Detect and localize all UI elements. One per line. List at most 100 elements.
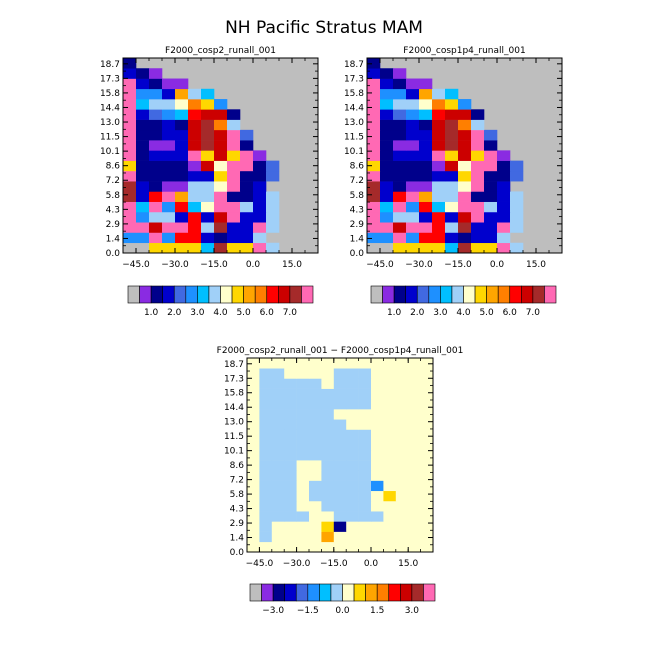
heatmap-cell xyxy=(445,201,459,213)
heatmap-cell xyxy=(445,160,459,172)
heatmap-cell xyxy=(162,88,176,100)
heatmap-cell xyxy=(497,201,511,213)
heatmap-cell xyxy=(247,511,260,522)
heatmap-cell xyxy=(321,521,335,532)
heatmap-cell xyxy=(383,429,397,440)
heatmap-cell xyxy=(162,150,176,161)
heatmap-cell xyxy=(175,88,189,100)
heatmap-cell xyxy=(149,119,163,131)
heatmap-cell xyxy=(371,429,384,440)
heatmap-cell xyxy=(420,460,434,471)
heatmap-cell xyxy=(510,160,524,172)
heatmap-cell xyxy=(346,378,359,389)
y-tick-label: 5.8 xyxy=(350,191,365,201)
heatmap-cell xyxy=(458,140,472,151)
heatmap-cell xyxy=(471,181,485,192)
heatmap-cell xyxy=(510,170,524,182)
heatmap-cell xyxy=(497,170,511,182)
heatmap-cell xyxy=(266,211,280,223)
y-tick-label: 18.7 xyxy=(224,360,244,370)
y-tick-label: 5.8 xyxy=(106,191,121,201)
heatmap-cell xyxy=(406,191,420,202)
x-tick-label: 15.0 xyxy=(398,559,418,569)
heatmap-cell xyxy=(253,201,267,213)
heatmap-cell xyxy=(419,181,433,192)
heatmap-cell xyxy=(240,160,254,172)
heatmap-cell xyxy=(408,358,421,369)
heatmap-cell xyxy=(406,150,420,161)
heatmap-cell xyxy=(136,222,150,233)
heatmap-cell xyxy=(333,490,347,502)
heatmap-cell xyxy=(380,160,394,172)
heatmap-cell xyxy=(309,521,322,532)
heatmap-cell xyxy=(259,480,273,492)
heatmap-cell xyxy=(149,181,163,192)
heatmap-cell xyxy=(358,378,372,389)
heatmap-cell xyxy=(284,398,297,410)
heatmap-cell xyxy=(393,99,407,110)
heatmap-cell xyxy=(406,170,420,182)
heatmap-cell xyxy=(123,99,137,110)
heatmap-cell xyxy=(175,109,189,120)
heatmap-cell xyxy=(271,449,285,461)
heatmap-cell xyxy=(358,531,372,543)
heatmap-cell xyxy=(383,480,397,492)
heatmap-cell xyxy=(284,388,297,400)
heatmap-cell xyxy=(266,170,280,182)
colorbar-label: 1.0 xyxy=(387,308,402,318)
heatmap-cell xyxy=(371,439,384,451)
heatmap-cell xyxy=(420,541,434,553)
heatmap-cell xyxy=(406,119,420,131)
heatmap-cell xyxy=(445,242,459,254)
heatmap-cell xyxy=(333,480,347,492)
heatmap-cell xyxy=(188,150,202,161)
heatmap-cell xyxy=(380,201,394,213)
heatmap-cell xyxy=(445,181,459,192)
heatmap-cell xyxy=(367,191,381,202)
heatmap-cell xyxy=(395,419,409,430)
colorbar-swatch xyxy=(127,285,140,304)
heatmap-cell xyxy=(346,500,359,512)
y-tick-label: 7.2 xyxy=(106,176,120,186)
heatmap-cell xyxy=(214,191,228,202)
heatmap-cell xyxy=(432,109,446,120)
colorbar-swatch xyxy=(440,285,453,304)
heatmap-cell xyxy=(367,201,381,213)
colorbar-label: −3.0 xyxy=(262,606,284,616)
heatmap-cell xyxy=(227,109,241,120)
heatmap-cell xyxy=(420,521,434,532)
heatmap-cell xyxy=(419,129,433,141)
heatmap-cell xyxy=(136,140,150,151)
heatmap-cell xyxy=(367,119,381,131)
heatmap-cell xyxy=(358,439,372,451)
heatmap-cell xyxy=(358,460,372,471)
heatmap-cell xyxy=(123,160,137,172)
heatmap-cell xyxy=(510,191,524,202)
heatmap-cell xyxy=(383,409,397,420)
heatmap-cell xyxy=(201,140,215,151)
heatmap-cell xyxy=(321,480,335,492)
heatmap-cell xyxy=(367,78,381,90)
heatmap-cell xyxy=(247,480,260,492)
heatmap-cell xyxy=(420,470,434,481)
heatmap-cell xyxy=(380,232,394,244)
heatmap-cell xyxy=(309,378,322,389)
heatmap-cell xyxy=(393,232,407,244)
heatmap-cell xyxy=(420,480,434,492)
heatmap-cell xyxy=(284,521,297,532)
heatmap-cell xyxy=(321,429,335,440)
y-tick-label: 2.9 xyxy=(106,220,121,230)
x-tick-label: 0.0 xyxy=(490,260,505,270)
heatmap-cell xyxy=(419,99,433,110)
heatmap-cell xyxy=(432,211,446,223)
y-tick-label: 11.5 xyxy=(224,432,244,442)
heatmap-cell xyxy=(136,99,150,110)
heatmap-cell xyxy=(383,358,397,369)
y-tick-label: 17.3 xyxy=(100,74,120,84)
heatmap-cell xyxy=(408,541,421,553)
heatmap-cell xyxy=(395,429,409,440)
heatmap-cell xyxy=(395,368,409,379)
heatmap-cell xyxy=(333,521,347,532)
heatmap-cell xyxy=(240,170,254,182)
heatmap-cell xyxy=(259,531,273,543)
